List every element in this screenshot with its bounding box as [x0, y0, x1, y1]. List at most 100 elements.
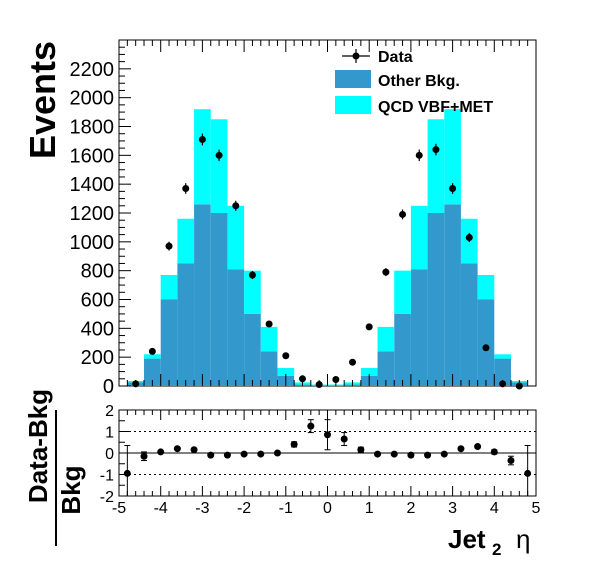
x-tick-label-10: 5 — [532, 500, 541, 517]
ratio-point-20 — [457, 445, 465, 453]
data-point-1 — [148, 347, 156, 355]
data-point-21 — [482, 344, 490, 352]
ratio-point-10 — [290, 440, 298, 448]
y-tick-label-11: 2200 — [70, 59, 115, 81]
qcd-bar-2 — [160, 274, 178, 300]
x-tick-label-3: -2 — [237, 500, 251, 517]
qcd-bar-1 — [144, 354, 161, 359]
ratio-point-18 — [424, 451, 432, 459]
y-tick-label-5: 1000 — [70, 232, 115, 254]
other-bkg-bar-6 — [227, 269, 245, 386]
ratio-point-11 — [307, 422, 315, 430]
legend-other-bkg-swatch — [335, 70, 371, 88]
legend-qcd-swatch — [335, 96, 371, 114]
data-point-16 — [399, 210, 407, 218]
main-axes: 0 200 400 600 800 1000 1200 1400 1600 1800 2000 220… — [70, 40, 537, 398]
y-axis-label: Events — [22, 41, 63, 159]
data-point-10 — [298, 375, 306, 383]
x-label-symbol: η — [516, 524, 530, 554]
ratio-y-tick-label-2: 0 — [105, 446, 114, 463]
legend-entry-qcd: QCD VBF+MET — [335, 96, 493, 116]
ratio-y-tick-label-0: -2 — [100, 489, 114, 506]
other-bkg-bar-3 — [177, 263, 195, 386]
qcd-bar-19 — [444, 109, 461, 205]
other-bkg-stack — [127, 204, 528, 386]
data-point-9 — [282, 352, 290, 360]
data-point-23 — [515, 382, 523, 390]
ratio-y-axis-label: Data-Bkg Bkg — [23, 389, 86, 546]
other-bkg-bar-19 — [444, 204, 461, 386]
ratio-point-22 — [490, 448, 498, 456]
qcd-bar-22 — [494, 354, 511, 359]
x-tick-label-2: -3 — [195, 500, 209, 517]
x-tick-label-6: 1 — [365, 500, 374, 517]
ratio-y-label-denominator: Bkg — [56, 465, 86, 514]
ratio-point-17 — [407, 451, 415, 459]
legend-qcd-label: QCD VBF+MET — [378, 99, 493, 116]
ratio-point-6 — [223, 451, 231, 459]
y-tick-label-3: 600 — [81, 290, 114, 312]
ratio-point-3 — [173, 445, 181, 453]
other-bkg-bar-1 — [144, 358, 161, 386]
qcd-bar-15 — [377, 326, 395, 352]
ratio-point-24 — [524, 469, 532, 477]
x-label-subscript: 2 — [492, 540, 501, 559]
y-tick-label-2: 400 — [81, 318, 114, 340]
ratio-point-21 — [474, 443, 482, 451]
x-tick-label-4: -1 — [279, 500, 293, 517]
y-tick-label-8: 1600 — [70, 145, 115, 167]
ratio-point-14 — [357, 446, 365, 454]
ratio-points — [123, 419, 532, 497]
data-point-17 — [415, 151, 423, 159]
x-axis-label: Jet 2 η — [448, 524, 530, 559]
data-point-14 — [365, 323, 373, 331]
legend-data-marker — [352, 52, 360, 60]
legend-entry-other-bkg: Other Bkg. — [335, 70, 460, 90]
y-tick-label-7: 1400 — [70, 174, 115, 196]
other-bkg-bar-22 — [494, 358, 511, 386]
y-tick-label-4: 800 — [81, 261, 114, 283]
ratio-y-label-numerator: Data-Bkg — [23, 389, 53, 503]
data-point-8 — [265, 320, 273, 328]
data-point-3 — [182, 184, 190, 192]
qcd-bar-21 — [477, 274, 495, 300]
ratio-reference-lines — [119, 431, 536, 475]
qcd-bar-4 — [194, 109, 211, 205]
ratio-point-0 — [123, 469, 131, 477]
data-point-0 — [132, 380, 140, 388]
data-point-6 — [232, 202, 240, 210]
y-tick-label-0: 0 — [103, 376, 114, 398]
other-bkg-bar-15 — [377, 351, 395, 386]
other-bkg-bar-20 — [460, 263, 478, 386]
other-bkg-bar-7 — [244, 313, 261, 386]
data-point-11 — [315, 381, 323, 389]
ratio-point-13 — [340, 435, 348, 443]
legend: Data Other Bkg. QCD VBF+MET — [335, 49, 493, 116]
x-label-main: Jet — [448, 524, 486, 554]
data-points — [132, 133, 523, 390]
other-bkg-bar-5 — [210, 213, 228, 386]
ratio-point-15 — [374, 450, 382, 458]
qcd-bar-3 — [177, 218, 195, 264]
ratio-point-5 — [207, 451, 215, 459]
qcd-bar-5 — [210, 119, 228, 213]
ratio-y-tick-label-4: 2 — [105, 403, 114, 420]
qcd-bar-14 — [360, 367, 378, 376]
main-histogram-panel: 0 200 400 600 800 1000 1200 1400 1600 1800 2000 220… — [22, 39, 537, 398]
x-tick-label-5: 0 — [323, 500, 332, 517]
ratio-point-9 — [273, 449, 281, 457]
other-bkg-bar-16 — [394, 313, 411, 386]
ratio-point-8 — [257, 450, 265, 458]
data-point-19 — [449, 184, 457, 192]
legend-data-label: Data — [378, 49, 413, 66]
data-point-18 — [432, 146, 440, 154]
ratio-point-2 — [157, 448, 165, 456]
other-bkg-bar-18 — [427, 213, 445, 386]
qcd-bar-6 — [227, 205, 245, 270]
other-bkg-bar-17 — [410, 269, 428, 386]
data-point-2 — [165, 242, 173, 250]
qcd-bar-9 — [277, 367, 295, 376]
other-bkg-bar-2 — [160, 299, 178, 386]
